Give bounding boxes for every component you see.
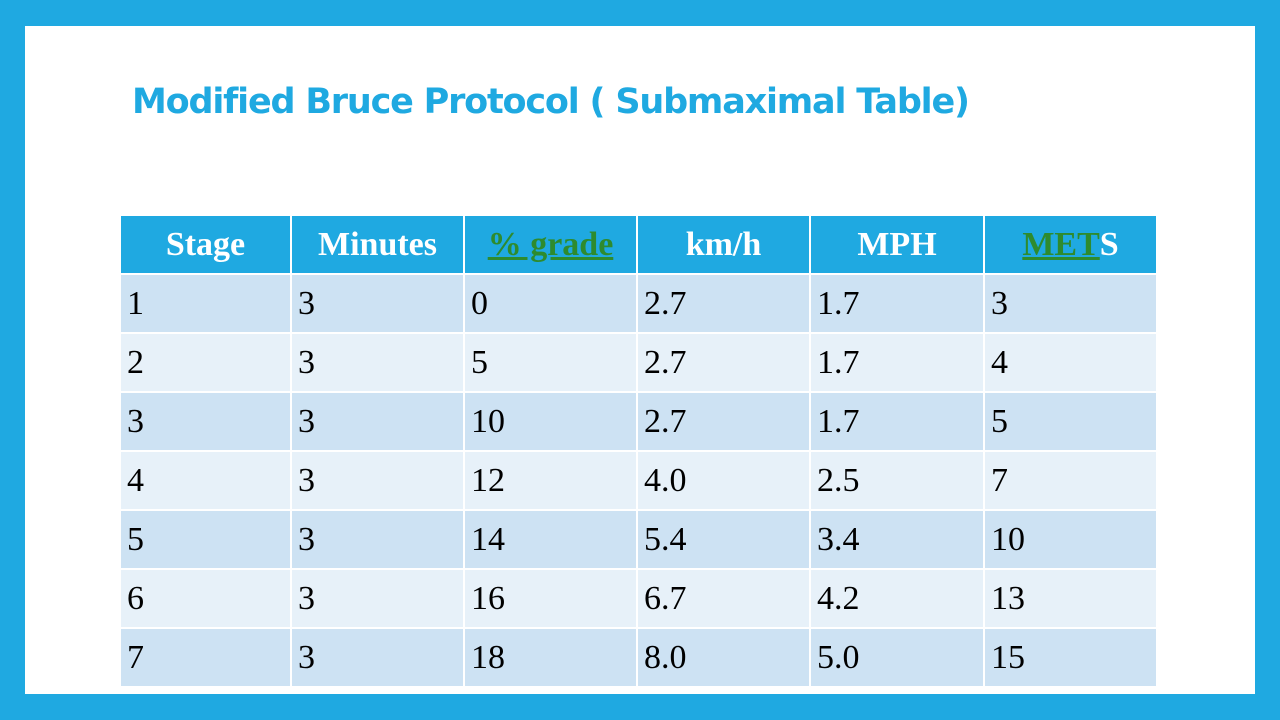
header-minutes: Minutes bbox=[290, 214, 465, 275]
cell-grade: 12 bbox=[463, 450, 638, 511]
cell-stage: 5 bbox=[119, 509, 292, 570]
cell-mets: 10 bbox=[983, 509, 1158, 570]
cell-kmh: 8.0 bbox=[636, 627, 811, 688]
cell-mph: 1.7 bbox=[809, 391, 985, 452]
cell-mph: 1.7 bbox=[809, 273, 985, 334]
table-row: 2 3 5 2.7 1.7 4 bbox=[119, 332, 1158, 393]
cell-mph: 3.4 bbox=[809, 509, 985, 570]
cell-kmh: 2.7 bbox=[636, 391, 811, 452]
cell-grade: 18 bbox=[463, 627, 638, 688]
header-kmh: km/h bbox=[636, 214, 811, 275]
cell-minutes: 3 bbox=[290, 568, 465, 629]
mets-suffix: S bbox=[1099, 225, 1119, 263]
cell-grade: 10 bbox=[463, 391, 638, 452]
cell-kmh: 2.7 bbox=[636, 273, 811, 334]
mets-link[interactable]: MET bbox=[1022, 225, 1100, 263]
cell-mph: 1.7 bbox=[809, 332, 985, 393]
cell-minutes: 3 bbox=[290, 273, 465, 334]
cell-minutes: 3 bbox=[290, 332, 465, 393]
cell-kmh: 2.7 bbox=[636, 332, 811, 393]
cell-mets: 3 bbox=[983, 273, 1158, 334]
cell-stage: 1 bbox=[119, 273, 292, 334]
table-row: 4 3 12 4.0 2.5 7 bbox=[119, 450, 1158, 511]
cell-grade: 14 bbox=[463, 509, 638, 570]
cell-stage: 3 bbox=[119, 391, 292, 452]
cell-mets: 5 bbox=[983, 391, 1158, 452]
cell-kmh: 6.7 bbox=[636, 568, 811, 629]
grade-link[interactable]: % grade bbox=[487, 225, 614, 263]
table-row: 3 3 10 2.7 1.7 5 bbox=[119, 391, 1158, 452]
cell-mets: 13 bbox=[983, 568, 1158, 629]
header-mph: MPH bbox=[809, 214, 985, 275]
table-row: 1 3 0 2.7 1.7 3 bbox=[119, 273, 1158, 334]
cell-minutes: 3 bbox=[290, 509, 465, 570]
cell-kmh: 5.4 bbox=[636, 509, 811, 570]
cell-stage: 2 bbox=[119, 332, 292, 393]
cell-kmh: 4.0 bbox=[636, 450, 811, 511]
cell-minutes: 3 bbox=[290, 391, 465, 452]
cell-stage: 4 bbox=[119, 450, 292, 511]
slide: Modified Bruce Protocol ( Submaximal Tab… bbox=[25, 26, 1255, 694]
cell-grade: 5 bbox=[463, 332, 638, 393]
cell-minutes: 3 bbox=[290, 450, 465, 511]
table-body: 1 3 0 2.7 1.7 3 2 3 5 2.7 1.7 4 3 3 10 2.7 1.7 5 4 3 12 4.0 2.… bbox=[119, 273, 1158, 688]
cell-mph: 2.5 bbox=[809, 450, 985, 511]
cell-mph: 5.0 bbox=[809, 627, 985, 688]
cell-mets: 15 bbox=[983, 627, 1158, 688]
cell-grade: 0 bbox=[463, 273, 638, 334]
header-grade: % grade bbox=[463, 214, 638, 275]
table-row: 6 3 16 6.7 4.2 13 bbox=[119, 568, 1158, 629]
header-mets: METS bbox=[983, 214, 1158, 275]
table-row: 5 3 14 5.4 3.4 10 bbox=[119, 509, 1158, 570]
cell-mph: 4.2 bbox=[809, 568, 985, 629]
slide-title: Modified Bruce Protocol ( Submaximal Tab… bbox=[132, 82, 970, 122]
cell-mets: 4 bbox=[983, 332, 1158, 393]
cell-stage: 6 bbox=[119, 568, 292, 629]
cell-grade: 16 bbox=[463, 568, 638, 629]
table-header-row: Stage Minutes % grade km/h MPH METS bbox=[119, 214, 1158, 275]
header-stage: Stage bbox=[119, 214, 292, 275]
cell-mets: 7 bbox=[983, 450, 1158, 511]
cell-stage: 7 bbox=[119, 627, 292, 688]
table-row: 7 3 18 8.0 5.0 15 bbox=[119, 627, 1158, 688]
cell-minutes: 3 bbox=[290, 627, 465, 688]
